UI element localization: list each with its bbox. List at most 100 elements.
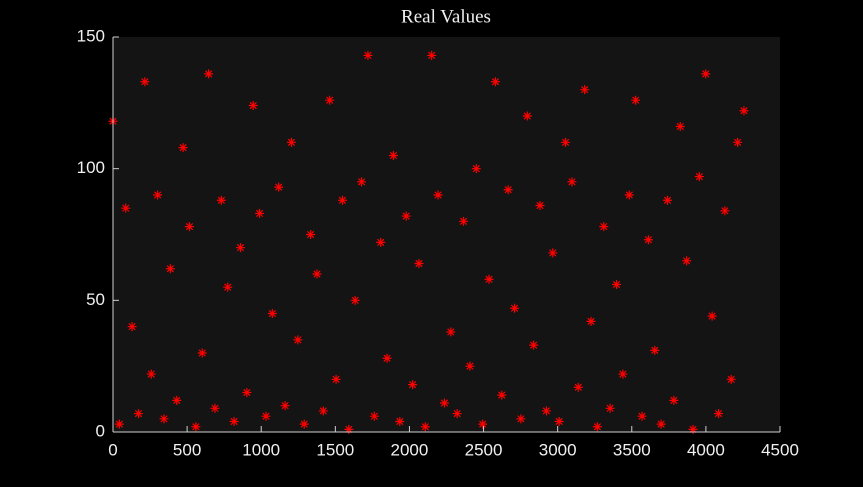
scatter-point [669, 395, 679, 405]
scatter-point [471, 164, 481, 174]
scatter-point [497, 390, 507, 400]
scatter-point [618, 369, 628, 379]
scatter-point [433, 190, 443, 200]
scatter-point [503, 185, 513, 195]
scatter-point [567, 177, 577, 187]
scatter-point [369, 411, 379, 421]
scatter-point [631, 95, 641, 105]
scatter-point [293, 335, 303, 345]
scatter-point [127, 322, 137, 332]
scatter-point [395, 416, 405, 426]
scatter-point [484, 274, 494, 284]
x-tick-label: 3000 [539, 440, 577, 459]
scatter-point [191, 422, 201, 432]
x-tick-label: 500 [173, 440, 201, 459]
scatter-point [694, 172, 704, 182]
scatter-point [197, 348, 207, 358]
scatter-point [675, 122, 685, 132]
scatter-point [548, 248, 558, 258]
scatter-point [414, 258, 424, 268]
scatter-point [153, 190, 163, 200]
plot-area [113, 37, 780, 432]
x-tick-label: 1500 [316, 440, 354, 459]
scatter-point [363, 50, 373, 60]
scatter-point [172, 395, 182, 405]
scatter-point [561, 137, 571, 147]
scatter-point [478, 419, 488, 429]
scatter-point [306, 230, 316, 239]
scatter-point [357, 177, 367, 187]
scatter-point [140, 77, 150, 87]
scatter-point [337, 195, 347, 205]
scatter-point [529, 340, 539, 350]
scatter-point [713, 409, 723, 419]
scatter-point [573, 382, 583, 392]
scatter-point [554, 416, 564, 426]
scatter-point [242, 388, 252, 397]
scatter-point [312, 269, 322, 279]
scatter-point [286, 137, 296, 147]
scatter-point [299, 419, 309, 429]
scatter-point [344, 424, 354, 434]
scatter-point [146, 369, 156, 379]
scatter-point [586, 316, 596, 326]
scatter-point [535, 201, 545, 211]
scatter-point [726, 374, 736, 384]
y-tick-label: 0 [96, 421, 105, 440]
scatter-point [452, 409, 462, 419]
scatter-point [688, 424, 698, 434]
scatter-point [274, 182, 284, 192]
scatter-point [261, 411, 271, 421]
scatter-point [223, 282, 233, 292]
x-tick-label: 4500 [761, 440, 799, 459]
scatter-point [541, 406, 551, 416]
scatter-point [248, 100, 258, 110]
scatter-point [133, 409, 143, 419]
x-tick-label: 3500 [613, 440, 651, 459]
scatter-point [701, 69, 711, 79]
scatter-point [280, 401, 290, 411]
scatter-point [427, 50, 437, 60]
x-tick-label: 2500 [465, 440, 503, 459]
scatter-point [331, 374, 341, 384]
scatter-point [465, 361, 475, 371]
scatter-point [121, 203, 131, 213]
scatter-point [267, 309, 277, 318]
scatter-point [184, 222, 194, 232]
scatter-point [662, 195, 672, 205]
x-tick-label: 1000 [242, 440, 280, 459]
scatter-point [624, 190, 634, 200]
scatter-point [165, 264, 175, 274]
scatter-point [216, 195, 226, 205]
scatter-point [510, 303, 520, 313]
scatter-point [605, 403, 615, 413]
scatter-point [325, 95, 335, 105]
scatter-point [420, 422, 430, 432]
scatter-point [733, 137, 743, 147]
scatter-point [682, 256, 692, 266]
scatter-point [707, 311, 717, 321]
chart-title: Real Values [401, 6, 491, 27]
scatter-point [459, 216, 469, 226]
scatter-point [522, 111, 532, 121]
scatter-point [592, 422, 602, 432]
scatter-point [350, 295, 360, 305]
y-tick-label: 100 [77, 158, 105, 177]
scatter-point [229, 416, 239, 426]
scatter-point [637, 411, 647, 421]
scatter-point [401, 211, 411, 221]
scatter-point [114, 419, 124, 429]
x-tick-label: 4000 [687, 440, 725, 459]
scatter-point [720, 206, 730, 216]
scatter-point [650, 345, 660, 355]
scatter-point [739, 106, 749, 116]
y-tick-label: 150 [77, 26, 105, 45]
scatter-point [376, 237, 386, 247]
scatter-point [612, 280, 622, 290]
scatter-point [580, 85, 590, 95]
scatter-point [204, 69, 214, 79]
x-tick-label: 0 [108, 440, 117, 459]
scatter-point [516, 414, 526, 424]
scatter-point [643, 235, 653, 245]
